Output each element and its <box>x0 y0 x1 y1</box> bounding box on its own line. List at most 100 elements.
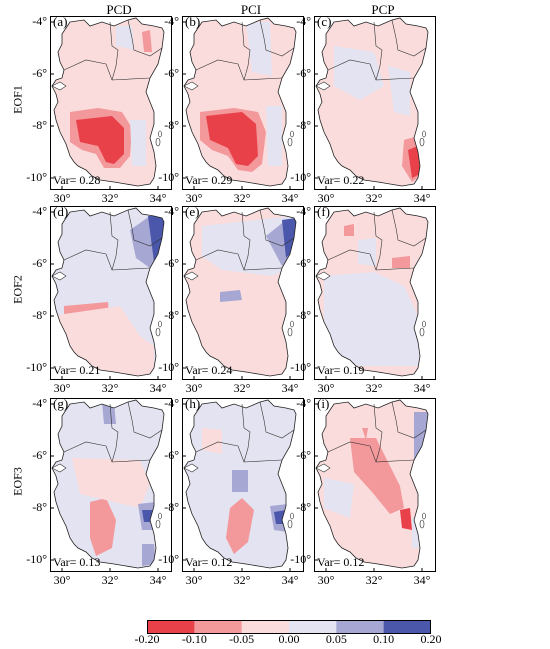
lon-tick-label: 34° <box>281 381 299 395</box>
lon-tick-label: 34° <box>281 191 299 205</box>
lat-tick-label: -10° <box>26 170 47 184</box>
island <box>290 512 294 520</box>
country-border <box>195 249 283 271</box>
country-border <box>391 209 427 247</box>
lat-tick-label: -6° <box>164 448 179 462</box>
shaded-region <box>392 256 410 268</box>
panel-label: (d) <box>53 204 69 219</box>
lat-tick-label: -8° <box>296 500 311 514</box>
variance-label: Var= 0.28 <box>53 173 101 187</box>
panel-frame <box>50 398 172 572</box>
shaded-region <box>362 428 368 440</box>
panel-frame <box>182 398 304 572</box>
colorbar-segment <box>194 620 243 634</box>
country-border <box>259 209 295 247</box>
variance-label: Var= 0.21 <box>53 363 101 377</box>
shaded-region <box>226 498 254 554</box>
variance-label: Var= 0.13 <box>53 555 101 569</box>
country-border <box>63 59 151 81</box>
lat-tick-label: -8° <box>296 308 311 322</box>
country-border <box>327 59 415 81</box>
panel-label: (a) <box>53 14 68 29</box>
panel-frame <box>314 16 436 190</box>
island <box>287 137 293 147</box>
variance-label: Var= 0.12 <box>185 555 233 569</box>
lon-tick-label: 30° <box>185 191 203 205</box>
colorbar-segment <box>383 620 431 634</box>
island <box>155 137 161 147</box>
shaded-region <box>130 120 146 166</box>
colorbar-segment <box>289 620 337 634</box>
colorbar-tick-label: 0.20 <box>420 632 442 646</box>
country-border <box>373 21 383 81</box>
panel-frame <box>314 398 436 572</box>
island <box>290 130 294 138</box>
lon-tick-label: 30° <box>317 573 335 587</box>
lat-tick-label: -6° <box>164 256 179 270</box>
lon-tick-label: 30° <box>317 191 335 205</box>
colorbar-tick-label: -0.05 <box>229 632 255 646</box>
shaded-region <box>266 106 282 166</box>
country-border <box>241 21 251 81</box>
country-border <box>127 209 163 247</box>
shaded-region <box>344 224 354 236</box>
colorbar-frame <box>147 620 431 634</box>
country-border <box>109 21 119 81</box>
panel-frame <box>182 206 304 380</box>
island <box>419 137 425 147</box>
lon-tick-label: 34° <box>413 573 431 587</box>
colorbar-tick-label: -0.20 <box>134 632 160 646</box>
variance-label: Var= 0.12 <box>317 555 365 569</box>
lon-tick-label: 32° <box>233 381 251 395</box>
lat-tick-label: -4° <box>296 396 311 410</box>
map-svg <box>182 16 304 190</box>
lat-tick-label: -10° <box>290 552 311 566</box>
lon-tick-label: 34° <box>149 191 167 205</box>
island <box>287 519 293 529</box>
coastline <box>315 399 429 569</box>
column-title-pci: PCI <box>240 2 262 17</box>
shaded-region <box>72 458 150 508</box>
country-border <box>195 441 283 463</box>
colorbar-tick-label: 0.05 <box>325 632 347 646</box>
lake-outline <box>183 271 199 281</box>
lat-tick-label: -8° <box>32 500 47 514</box>
shaded-region <box>206 112 258 166</box>
lake-outline <box>51 463 67 473</box>
lat-tick-label: -4° <box>164 396 179 410</box>
lon-tick-label: 32° <box>101 191 119 205</box>
island <box>155 327 161 337</box>
coastline <box>51 17 165 187</box>
coastline <box>183 399 297 569</box>
country-border <box>63 441 151 463</box>
map-svg <box>50 398 172 572</box>
lat-tick-label: -6° <box>32 66 47 80</box>
map-panel: (f) Var= 0.19 <box>314 204 436 380</box>
island <box>290 320 294 328</box>
map-panel: (c) Var= 0.22 <box>314 14 436 190</box>
lon-tick-label: 32° <box>365 191 383 205</box>
lat-tick-label: -4° <box>164 14 179 28</box>
shaded-region <box>142 30 152 52</box>
lon-tick-label: 32° <box>101 381 119 395</box>
shaded-region <box>400 508 412 530</box>
lon-tick-label: 30° <box>185 573 203 587</box>
country-border <box>127 401 163 439</box>
shaded-region <box>76 116 124 164</box>
shaded-region <box>116 26 134 50</box>
panel-frame <box>314 206 436 380</box>
country-border <box>373 211 383 271</box>
country-border <box>241 403 251 463</box>
coastline <box>183 207 297 377</box>
lon-tick-label: 30° <box>53 191 71 205</box>
lat-tick-label: -4° <box>32 14 47 28</box>
lat-tick-label: -6° <box>164 66 179 80</box>
island <box>158 512 162 520</box>
lat-tick-label: -4° <box>32 204 47 218</box>
shaded-region <box>408 146 420 178</box>
shaded-region <box>142 544 156 566</box>
island <box>419 519 425 529</box>
map-svg <box>182 206 304 380</box>
lat-tick-label: -6° <box>296 66 311 80</box>
map-panel: (g) Var= 0.13 <box>50 396 172 572</box>
